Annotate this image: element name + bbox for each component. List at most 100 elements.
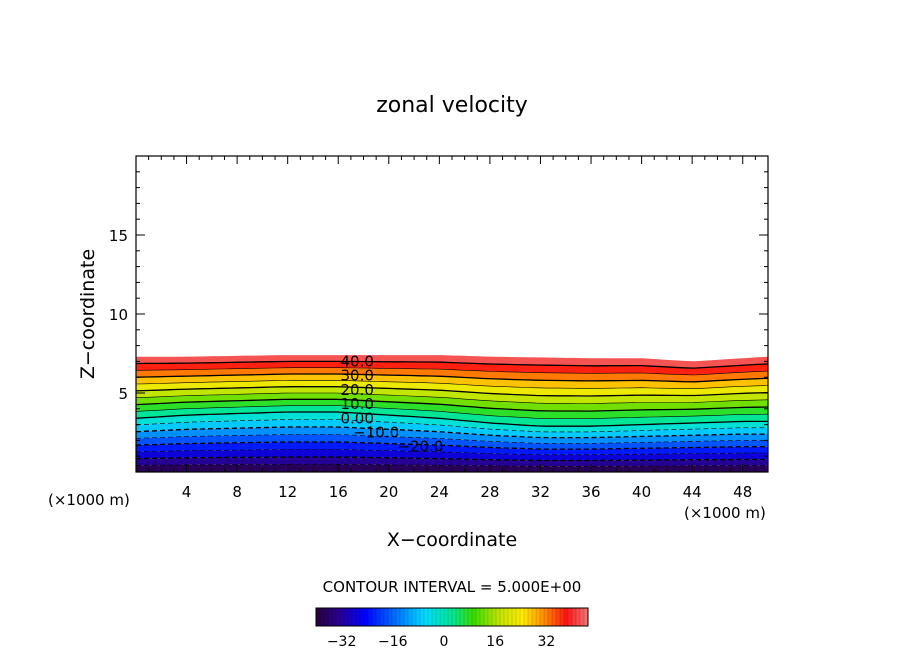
colorbar-swatch: [396, 608, 401, 626]
colorbar-swatch: [384, 608, 389, 626]
colorbar-tick-label: 0: [440, 634, 449, 650]
contour-lines: [135, 360, 769, 467]
colorbar-swatch: [496, 608, 501, 626]
contour-line: [135, 419, 768, 433]
colorbar-swatch: [548, 608, 553, 626]
colorbar-swatch: [412, 608, 417, 626]
contour-line: [135, 456, 768, 462]
colorbar-swatch: [400, 608, 405, 626]
x-tick-label: 20: [379, 483, 398, 501]
contour-line: [135, 367, 769, 376]
colorbar-swatch: [488, 608, 493, 626]
contour-label: 40.0: [340, 352, 373, 370]
chart-title: zonal velocity: [376, 93, 528, 118]
colorbar-swatch: [444, 608, 449, 626]
colorbar-swatch: [472, 608, 477, 626]
contour-line: [135, 426, 768, 439]
x-unit-left: (×1000 m): [48, 491, 130, 509]
colorbar-swatch: [364, 608, 369, 626]
x-tick-label: 36: [581, 483, 600, 501]
colorbar-swatch: [436, 608, 441, 626]
colorbar-swatch: [464, 608, 469, 626]
colorbar-swatch: [500, 608, 505, 626]
colorbar-tick-label: −16: [378, 634, 408, 650]
colorbar-swatch: [456, 608, 461, 626]
x-tick-label: 28: [480, 483, 499, 501]
colorbar-swatch: [468, 608, 473, 626]
colorbar-swatch: [404, 608, 409, 626]
contour-line: [135, 464, 768, 467]
colorbar-swatch: [344, 608, 349, 626]
colorbar-swatch: [476, 608, 481, 626]
colorbar-swatch: [460, 608, 465, 626]
colorbar-swatch: [560, 608, 565, 626]
colorbar-swatch: [356, 608, 361, 626]
x-axis-label: X−coordinate: [387, 529, 517, 551]
colorbar-swatch: [432, 608, 437, 626]
colorbar-swatch: [544, 608, 549, 626]
contour-field: [136, 355, 768, 472]
colorbar-swatch: [368, 608, 373, 626]
colorbar-swatch: [512, 608, 517, 626]
colorbar-swatch: [520, 608, 525, 626]
contour-line: [135, 386, 769, 397]
contour-band: [136, 412, 768, 432]
colorbar-swatch: [508, 608, 513, 626]
colorbar-swatch: [328, 608, 333, 626]
contour-band: [136, 386, 768, 404]
colorbar-swatch: [316, 608, 321, 626]
colorbar-swatch: [336, 608, 341, 626]
colorbar-swatch: [552, 608, 557, 626]
colorbar-swatch: [428, 608, 433, 626]
colorbar-swatch: [568, 608, 573, 626]
colorbar-tick-label: −32: [327, 634, 357, 650]
colorbar: −32 −16 0 16 32: [315, 607, 589, 650]
colorbar-swatch: [420, 608, 425, 626]
x-tick-label: 4: [182, 483, 192, 501]
contour-band: [136, 393, 768, 412]
contour-label: 10.0: [340, 395, 373, 413]
contour-band: [136, 374, 768, 389]
colorbar-swatch: [492, 608, 497, 626]
contour-line: [135, 398, 769, 412]
contour-line: [135, 411, 768, 427]
x-tick-label: 8: [232, 483, 242, 501]
colorbar-swatch: [572, 608, 577, 626]
x-tick-label: 24: [430, 483, 449, 501]
colorbar-swatch: [392, 608, 397, 626]
y-tick-label: 15: [109, 227, 128, 245]
contour-band: [136, 449, 768, 461]
contour-line: [135, 441, 768, 450]
contour-line: [135, 360, 769, 369]
colorbar-swatch: [564, 608, 569, 626]
contour-line: [135, 392, 769, 404]
contour-line: [135, 449, 768, 456]
contour-band: [136, 355, 768, 369]
colorbar-swatch: [440, 608, 445, 626]
colorbar-swatch: [536, 608, 541, 626]
colorbar-swatch: [484, 608, 489, 626]
contour-label: 0.00: [340, 409, 373, 427]
colorbar-tick-label: 32: [537, 634, 555, 650]
y-tick-label: 5: [118, 385, 128, 403]
colorbar-swatch: [448, 608, 453, 626]
x-tick-label: 40: [632, 483, 651, 501]
x-tick-label: 48: [733, 483, 752, 501]
x-tick-label: 12: [278, 483, 297, 501]
colorbar-swatch: [556, 608, 561, 626]
contour-label: −20.0: [397, 438, 443, 456]
x-tick-label: 16: [329, 483, 348, 501]
contour-band: [136, 380, 768, 396]
contour-band: [136, 399, 768, 419]
contour-label: 20.0: [340, 381, 373, 399]
colorbar-swatch: [388, 608, 393, 626]
contour-band: [136, 427, 768, 444]
colorbar-swatch: [504, 608, 509, 626]
colorbar-swatch: [532, 608, 537, 626]
colorbar-swatch: [584, 608, 589, 626]
colorbar-frame: [315, 607, 589, 627]
colorbar-swatch: [324, 608, 329, 626]
colorbar-swatch: [540, 608, 545, 626]
colorbar-swatch: [360, 608, 365, 626]
